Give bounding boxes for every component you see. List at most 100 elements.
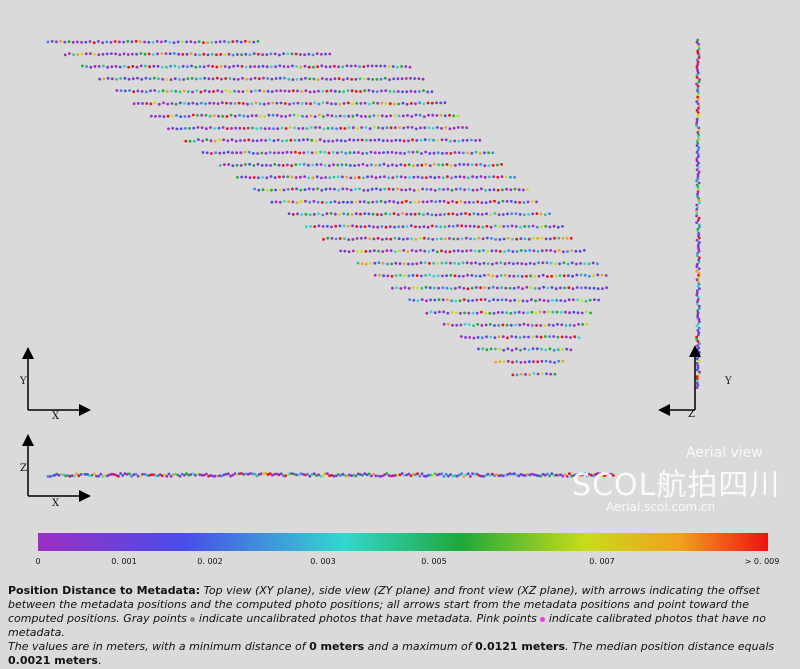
photo-point bbox=[368, 237, 372, 241]
photo-point bbox=[509, 199, 513, 203]
photo-point bbox=[552, 335, 556, 338]
photo-point bbox=[380, 225, 384, 228]
photo-point bbox=[118, 65, 122, 69]
photo-point bbox=[176, 473, 180, 477]
photo-point bbox=[447, 224, 451, 228]
photo-point bbox=[409, 89, 413, 93]
photo-point bbox=[697, 146, 701, 150]
photo-point bbox=[240, 65, 244, 68]
photo-point bbox=[160, 40, 163, 44]
photo-point bbox=[215, 53, 218, 57]
photo-point bbox=[476, 323, 480, 326]
photo-point bbox=[548, 360, 552, 364]
photo-point bbox=[228, 65, 231, 69]
photo-point bbox=[308, 200, 312, 204]
photo-point bbox=[697, 256, 701, 260]
photo-point bbox=[398, 249, 401, 253]
photo-point bbox=[310, 138, 314, 142]
photo-point bbox=[482, 249, 485, 252]
photo-point bbox=[572, 324, 576, 327]
photo-point bbox=[362, 176, 365, 180]
photo-point bbox=[483, 286, 487, 289]
photo-point bbox=[317, 224, 321, 228]
photo-point bbox=[457, 274, 461, 278]
photo-point bbox=[346, 89, 350, 92]
photo-point bbox=[307, 163, 310, 167]
photo-point bbox=[562, 274, 566, 278]
photo-point bbox=[430, 101, 434, 105]
photo-point bbox=[284, 127, 288, 130]
photo-point bbox=[436, 139, 440, 142]
photo-point bbox=[181, 53, 185, 56]
photo-point bbox=[191, 113, 195, 117]
photo-point bbox=[480, 187, 483, 191]
photo-point bbox=[59, 473, 63, 476]
photo-point bbox=[232, 64, 236, 68]
photo-point bbox=[299, 200, 303, 204]
photo-point bbox=[557, 359, 561, 363]
photo-point bbox=[282, 175, 285, 179]
photo-point bbox=[444, 261, 448, 265]
photo-point bbox=[415, 274, 419, 277]
photo-point bbox=[696, 364, 700, 367]
photo-point bbox=[409, 76, 412, 80]
photo-point bbox=[491, 164, 495, 167]
photo-point bbox=[260, 472, 263, 476]
photo-point bbox=[467, 323, 471, 326]
photo-point bbox=[456, 237, 460, 241]
photo-point bbox=[506, 347, 510, 351]
photo-point bbox=[402, 126, 406, 130]
colorbar-label: 0. 002 bbox=[197, 557, 222, 566]
photo-point bbox=[301, 114, 304, 118]
photo-point bbox=[88, 474, 92, 477]
photo-point bbox=[372, 101, 375, 105]
photo-point bbox=[480, 324, 484, 327]
photo-point bbox=[273, 472, 276, 476]
photo-point bbox=[376, 114, 380, 117]
photo-point bbox=[519, 249, 523, 252]
photo-point bbox=[346, 200, 349, 204]
photo-point bbox=[398, 262, 402, 265]
photo-point bbox=[465, 126, 469, 129]
photo-point bbox=[697, 276, 701, 279]
photo-point bbox=[252, 176, 256, 179]
photo-point bbox=[264, 139, 267, 142]
photo-point bbox=[401, 101, 405, 105]
photo-point bbox=[561, 225, 564, 228]
photo-point bbox=[323, 472, 327, 476]
photo-point bbox=[307, 176, 311, 180]
photo-point bbox=[372, 125, 376, 129]
photo-point bbox=[439, 237, 443, 241]
photo-point bbox=[442, 310, 445, 314]
photo-point bbox=[696, 62, 700, 66]
photo-point bbox=[379, 77, 383, 81]
photo-point bbox=[241, 102, 245, 105]
colorbar-label: > 0. 009 bbox=[745, 557, 780, 566]
photo-point bbox=[375, 213, 379, 216]
photo-point bbox=[577, 336, 581, 339]
photo-point bbox=[234, 126, 238, 130]
photo-point bbox=[696, 192, 699, 196]
photo-point bbox=[157, 77, 160, 81]
photo-point bbox=[350, 78, 354, 81]
photo-point bbox=[274, 77, 278, 80]
photo-point bbox=[410, 237, 414, 241]
photo-point bbox=[302, 151, 306, 155]
photo-point bbox=[388, 199, 391, 203]
photo-point bbox=[342, 90, 346, 94]
photo-point bbox=[695, 291, 699, 295]
photo-point bbox=[267, 127, 271, 130]
photo-point bbox=[474, 261, 477, 265]
photo-point bbox=[695, 362, 699, 365]
photo-point bbox=[396, 77, 400, 81]
photo-point bbox=[543, 473, 547, 477]
photo-point bbox=[584, 286, 587, 290]
photo-point bbox=[102, 77, 106, 81]
photo-point bbox=[321, 89, 325, 93]
photo-point bbox=[695, 179, 699, 183]
photo-point bbox=[365, 473, 369, 477]
photo-point bbox=[292, 102, 296, 105]
photo-point bbox=[287, 212, 291, 216]
photo-point bbox=[440, 249, 443, 253]
photo-point bbox=[375, 187, 378, 191]
